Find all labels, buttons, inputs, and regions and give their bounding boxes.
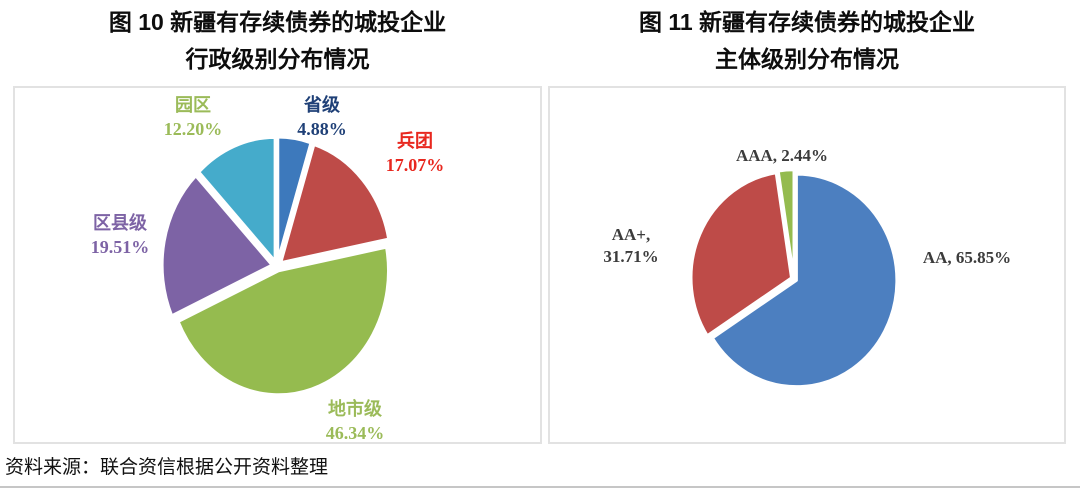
chart-panel-rating-level: AAA, 2.44% AA+, 31.71% AA, 65.85% xyxy=(548,86,1066,444)
pie-label-bingtuan: 兵团 17.07% xyxy=(385,131,445,175)
chart-panel-admin-level: 园区 12.20% 省级 4.88% 兵团 17.07% 区县级 19.51% … xyxy=(13,86,542,444)
chart-title-right-line1: 图 11 新疆有存续债券的城投企业 xyxy=(638,9,976,35)
chart-title-left: 图 10 新疆有存续债券的城投企业 行政级别分布情况 xyxy=(13,4,542,78)
pie-slice-AAA xyxy=(777,168,796,278)
pie-label-yuanqu: 园区 12.20% xyxy=(163,95,223,139)
pie-label-quxianji: 区县级 19.51% xyxy=(90,213,150,257)
source-note: 资料来源：联合资信根据公开资料整理 xyxy=(5,457,329,478)
pie-chart-rating-level xyxy=(690,168,898,388)
pie-label-aaa: AAA, 2.44% xyxy=(735,146,829,165)
pie-slice-AA xyxy=(711,173,898,388)
pie-slice-省级 xyxy=(276,135,313,263)
pie-label-dishiji: 地市级 46.34% xyxy=(325,399,385,443)
pie-slice-地市级 xyxy=(176,245,390,397)
chart-title-left-line1: 图 10 新疆有存续债券的城投企业 xyxy=(108,9,447,35)
pie-slice-AA+ xyxy=(690,171,793,337)
pie-slice-区县级 xyxy=(160,174,274,318)
bottom-divider xyxy=(0,486,1080,488)
pie-slice-兵团 xyxy=(279,142,391,265)
pie-label-shengji: 省级 4.88% xyxy=(297,95,347,139)
chart-title-right: 图 11 新疆有存续债券的城投企业 主体级别分布情况 xyxy=(548,4,1066,78)
chart-title-right-line2: 主体级别分布情况 xyxy=(715,46,899,72)
pie-label-aa-plus: AA+, 31.71% xyxy=(603,225,659,266)
pie-chart-admin-level xyxy=(160,135,391,397)
pie-label-aa: AA, 65.85% xyxy=(922,248,1012,267)
pie-slice-园区 xyxy=(197,135,277,263)
chart-title-left-line2: 行政级别分布情况 xyxy=(185,46,370,72)
